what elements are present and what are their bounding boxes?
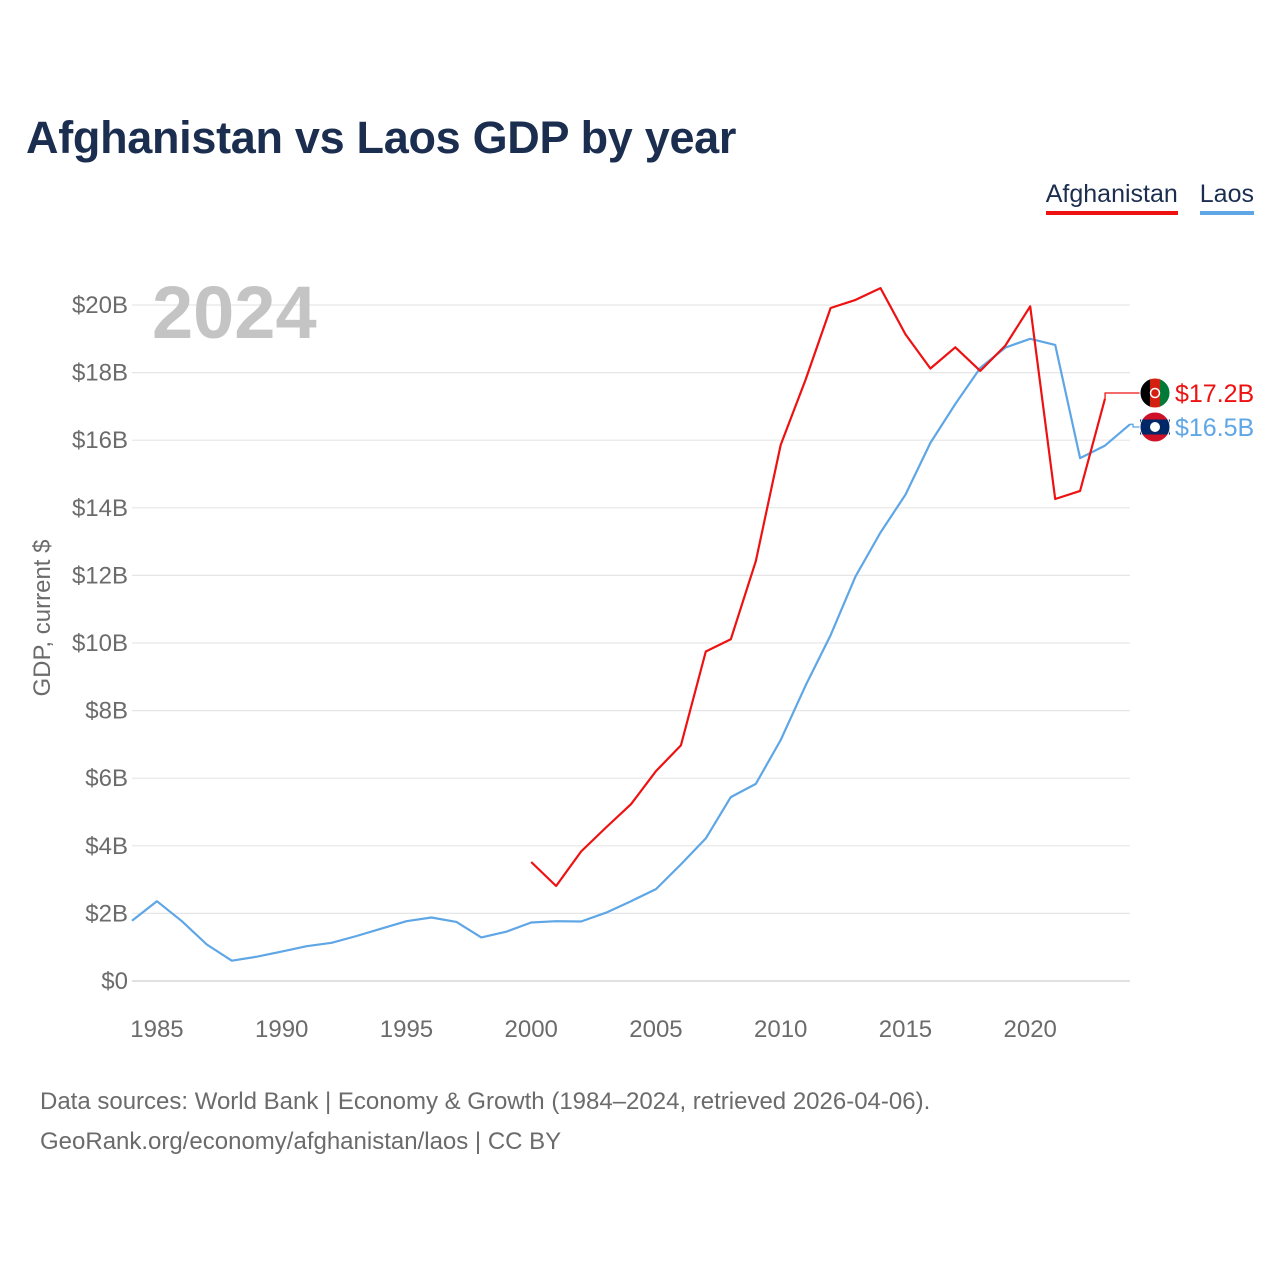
x-tick-label: 2015 xyxy=(879,1016,932,1043)
legend-item-afghanistan[interactable]: Afghanistan xyxy=(1045,180,1178,215)
footer-sources: Data sources: World Bank | Economy & Gro… xyxy=(40,1088,931,1115)
y-tick-label: $16B xyxy=(72,427,128,454)
y-tick-label: $14B xyxy=(72,495,128,522)
legend-item-laos[interactable]: Laos xyxy=(1199,180,1254,215)
end-connector xyxy=(1104,392,1141,399)
grid-lines xyxy=(132,304,1130,982)
x-tick-label: 2020 xyxy=(1004,1016,1057,1043)
y-axis-label: GDP, current $ xyxy=(29,540,56,697)
chart-title: Afghanistan vs Laos GDP by year xyxy=(26,112,737,163)
y-tick-label: $10B xyxy=(72,630,128,657)
x-tick-label: 2005 xyxy=(629,1016,682,1043)
x-tick-label: 2000 xyxy=(505,1016,558,1043)
y-tick-label: $0 xyxy=(101,968,128,995)
end-connector xyxy=(1130,423,1141,428)
y-tick-label: $20B xyxy=(72,292,128,319)
y-tick-label: $6B xyxy=(85,765,128,792)
legend: Afghanistan Laos xyxy=(1045,180,1254,215)
y-axis-ticks: $0 $2B $4B $6B $8B $10B $12B $14B $16B $18B $20B xyxy=(72,292,128,995)
series-lines xyxy=(131,287,1131,962)
laos-flag-icon xyxy=(1139,411,1171,443)
line-chart: 2024 $0$2B$4B$6B$8B$10B$12B$14B$16B$18B$… xyxy=(29,271,1254,1043)
y-tick-label: $12B xyxy=(72,562,128,589)
end-label-afghanistan: $17.2B xyxy=(1175,380,1254,408)
y-tick-label: $4B xyxy=(85,833,128,860)
footer: Data sources: World Bank | Economy & Gro… xyxy=(40,1082,930,1162)
end-labels: $17.2B $16.5B xyxy=(1104,377,1254,443)
x-tick-label: 2010 xyxy=(754,1016,807,1043)
series-line-afghanistan xyxy=(530,287,1107,888)
x-tick-label: 1995 xyxy=(380,1016,433,1043)
x-axis-ticks: 1985 1990 1995 2000 2005 2010 2015 2020 xyxy=(130,1016,1057,1043)
year-watermark: 2024 xyxy=(152,271,317,354)
footer-credit[interactable]: GeoRank.org/economy/afghanistan/laos | C… xyxy=(40,1128,562,1155)
end-label-laos: $16.5B xyxy=(1175,414,1254,442)
y-tick-label: $2B xyxy=(85,900,128,927)
x-tick-label: 1990 xyxy=(255,1016,308,1043)
series-line-laos xyxy=(131,337,1131,962)
afghanistan-flag-icon xyxy=(1139,377,1171,409)
x-tick-label: 1985 xyxy=(130,1016,183,1043)
y-tick-label: $8B xyxy=(85,698,128,725)
y-tick-label: $18B xyxy=(72,360,128,387)
